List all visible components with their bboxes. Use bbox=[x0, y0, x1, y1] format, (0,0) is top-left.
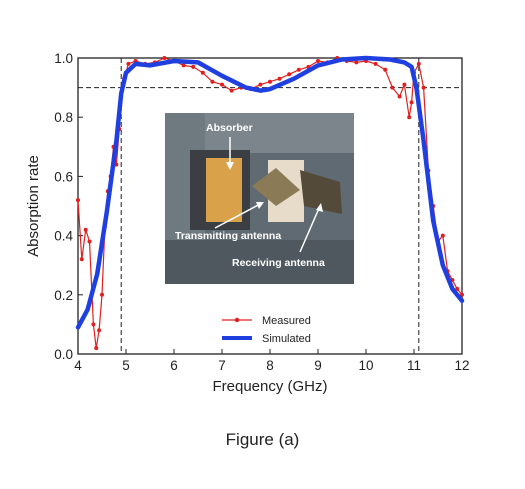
measured-point bbox=[83, 227, 88, 232]
y-tick-label: 1.0 bbox=[54, 51, 73, 66]
measured-point bbox=[87, 239, 92, 244]
y-tick-labels: 0.0 0.2 0.4 0.6 0.8 1.0 bbox=[54, 51, 83, 362]
measured-point bbox=[440, 233, 445, 238]
measured-point bbox=[402, 82, 407, 87]
measured-point bbox=[277, 76, 282, 81]
measured-point bbox=[97, 328, 102, 333]
x-tick-label: 7 bbox=[218, 358, 226, 373]
measured-point bbox=[373, 61, 378, 66]
measured-point bbox=[407, 115, 412, 120]
measured-point bbox=[94, 346, 99, 351]
y-tick-label: 0.4 bbox=[54, 229, 73, 244]
x-tick-label: 12 bbox=[454, 358, 469, 373]
measured-point bbox=[416, 61, 421, 66]
x-tick-label: 4 bbox=[74, 358, 82, 373]
measured-point bbox=[91, 322, 96, 327]
simulated-series-line bbox=[75, 55, 465, 330]
measured-point bbox=[296, 67, 301, 72]
measured-point bbox=[258, 82, 263, 87]
measured-point bbox=[455, 286, 460, 291]
measured-point bbox=[210, 79, 215, 84]
measured-point bbox=[268, 79, 272, 84]
photo-label-absorber: Absorber bbox=[206, 122, 253, 134]
measured-point bbox=[287, 72, 292, 77]
measured-point bbox=[191, 64, 196, 69]
x-tick-label: 9 bbox=[314, 358, 322, 373]
y-tick-label: 0.6 bbox=[54, 169, 73, 184]
x-tick-label: 5 bbox=[122, 358, 130, 373]
legend-measured-marker bbox=[234, 317, 240, 323]
measured-point bbox=[79, 257, 84, 262]
measured-point bbox=[316, 59, 320, 63]
measured-point bbox=[421, 85, 426, 90]
measured-point bbox=[220, 82, 224, 87]
measured-point bbox=[100, 292, 104, 297]
inset-photo: Absorber Transmitting antenna Receiving … bbox=[165, 113, 354, 284]
legend-simulated-label: Simulated bbox=[262, 333, 311, 345]
legend: Measured Simulated bbox=[222, 315, 311, 345]
x-tick-label: 10 bbox=[358, 358, 373, 373]
measured-point bbox=[162, 56, 167, 60]
measured-point bbox=[181, 63, 186, 68]
series-layer bbox=[75, 55, 465, 351]
measured-point bbox=[126, 61, 131, 66]
y-axis-label: Absorption rate bbox=[25, 155, 42, 257]
legend-measured-label: Measured bbox=[262, 315, 311, 327]
x-tick-labels: 4 5 6 7 8 9 10 11 12 bbox=[74, 349, 470, 373]
photo-label-transmitting-antenna: Transmitting antenna bbox=[175, 230, 281, 242]
measured-point bbox=[383, 67, 388, 72]
measured-point bbox=[397, 94, 402, 99]
measured-point bbox=[200, 70, 205, 75]
measured-point bbox=[229, 88, 234, 93]
x-axis-label: Frequency (GHz) bbox=[212, 378, 327, 395]
x-tick-label: 11 bbox=[407, 358, 421, 373]
x-tick-label: 8 bbox=[266, 358, 274, 373]
y-tick-label: 0.8 bbox=[54, 110, 73, 125]
measured-point bbox=[460, 292, 464, 297]
measured-point bbox=[390, 85, 395, 90]
y-tick-label: 0.0 bbox=[54, 347, 73, 362]
measured-point bbox=[76, 198, 80, 203]
measured-point bbox=[354, 60, 359, 65]
photo-label-receiving-antenna: Receiving antenna bbox=[232, 257, 325, 269]
figure-caption: Figure (a) bbox=[225, 430, 300, 449]
y-tick-label: 0.2 bbox=[54, 288, 73, 303]
x-tick-label: 6 bbox=[170, 358, 178, 373]
absorption-chart: 4 5 6 7 8 9 10 11 12 0.0 0.2 0.4 0.6 0.8 1.0 Absorber… bbox=[25, 51, 470, 395]
measured-point bbox=[409, 100, 414, 105]
